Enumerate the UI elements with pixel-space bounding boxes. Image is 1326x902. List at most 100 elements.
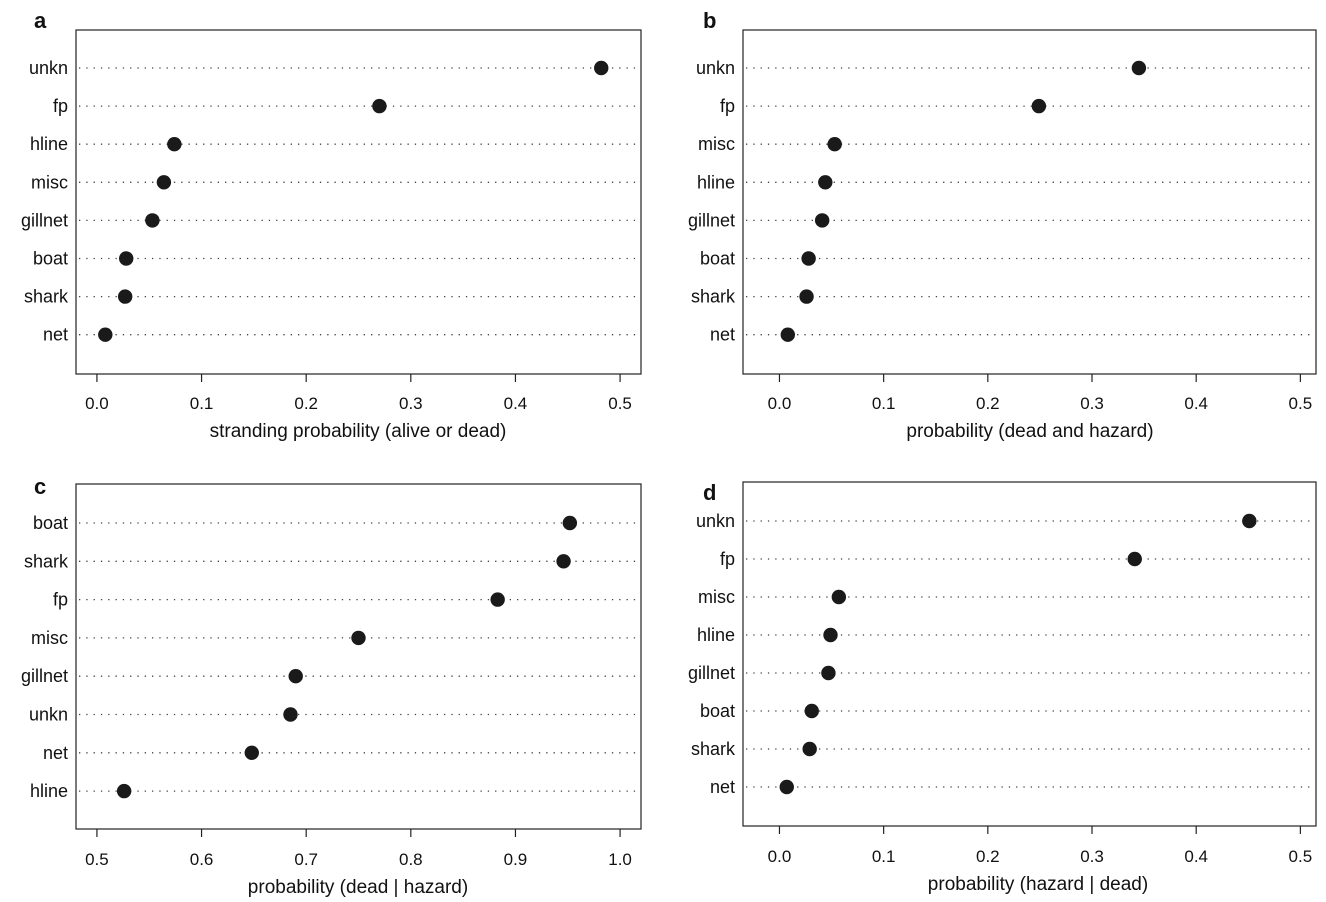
panel-letter-b: b — [703, 8, 716, 33]
category-label: shark — [24, 551, 69, 571]
data-point-hline — [116, 783, 132, 799]
plot-frame — [742, 29, 1317, 375]
x-tick-label: 0.4 — [1184, 847, 1208, 866]
panel-b: b unkn fp misc hline gillnet boat shark net 0.0… — [688, 8, 1317, 442]
category-label: unkn — [696, 58, 735, 78]
x-tick-label: 0.2 — [976, 394, 1000, 413]
category-label: misc — [698, 134, 735, 154]
category-labels: unkn fp hline misc gillnet boat shark net — [21, 58, 69, 345]
x-tick-label: 0.4 — [504, 394, 528, 413]
data-point-shark — [117, 289, 133, 304]
data-point-net — [98, 327, 113, 342]
category-label: net — [43, 743, 68, 763]
category-labels: boat shark fp misc gillnet unkn net hline — [21, 513, 69, 801]
gridlines — [79, 522, 638, 792]
x-tick-label: 0.5 — [1289, 847, 1313, 866]
x-axis-ticks: 0.5 0.6 0.7 0.8 0.9 1.0 — [85, 829, 632, 869]
x-tick-label: 0.5 — [1289, 394, 1313, 413]
category-label: hline — [697, 625, 735, 645]
category-label: unkn — [29, 58, 68, 78]
data-point-fp — [490, 592, 505, 607]
data-points — [98, 60, 609, 342]
category-label: misc — [31, 628, 68, 648]
category-label: net — [710, 325, 735, 345]
category-label: hline — [30, 781, 68, 801]
gridlines — [79, 67, 638, 336]
category-label: gillnet — [21, 210, 68, 230]
x-tick-label: 0.0 — [85, 394, 109, 413]
data-point-unkn — [1131, 60, 1147, 76]
x-tick-label: 0.6 — [190, 850, 214, 869]
data-point-shark — [799, 289, 814, 304]
category-label: boat — [700, 249, 735, 269]
x-tick-label: 0.5 — [608, 394, 632, 413]
data-point-net — [779, 779, 794, 795]
data-point-boat — [119, 251, 134, 266]
category-label: shark — [691, 739, 736, 759]
data-point-hline — [818, 175, 833, 190]
category-label: misc — [698, 587, 735, 607]
category-label: hline — [697, 172, 735, 192]
data-point-shark — [556, 554, 571, 569]
x-tick-label: 0.1 — [190, 394, 214, 413]
category-label: net — [43, 325, 68, 345]
panel-letter-d: d — [703, 480, 716, 505]
x-tick-label: 0.1 — [872, 847, 896, 866]
data-points — [779, 513, 1257, 795]
category-label: shark — [691, 287, 736, 307]
category-label: fp — [720, 96, 735, 116]
x-tick-label: 0.4 — [1184, 394, 1208, 413]
x-tick-label: 0.5 — [85, 850, 109, 869]
category-label: boat — [700, 701, 735, 721]
data-point-misc — [831, 589, 847, 605]
x-tick-label: 0.7 — [294, 850, 318, 869]
plot-frame — [75, 483, 642, 830]
x-axis-ticks: 0.0 0.1 0.2 0.3 0.4 0.5 — [85, 374, 632, 413]
category-label: boat — [33, 513, 68, 533]
gridlines — [746, 520, 1313, 788]
data-point-unkn — [283, 707, 298, 722]
x-axis-title: probability (dead and hazard) — [906, 421, 1153, 442]
x-tick-label: 0.3 — [1080, 394, 1104, 413]
x-tick-label: 0.2 — [294, 394, 318, 413]
x-tick-label: 0.3 — [399, 394, 423, 413]
x-tick-label: 1.0 — [608, 850, 632, 869]
category-labels: unkn fp misc hline gillnet boat shark net — [688, 58, 736, 345]
category-label: fp — [53, 96, 68, 116]
category-label: gillnet — [21, 666, 68, 686]
panel-letter-a: a — [34, 8, 47, 33]
category-labels: unkn fp misc hline gillnet boat shark net — [688, 511, 736, 797]
data-point-gillnet — [288, 669, 303, 684]
panel-letter-c: c — [34, 474, 46, 499]
category-label: shark — [24, 287, 69, 307]
category-label: misc — [31, 172, 68, 192]
data-point-hline — [167, 137, 182, 152]
category-label: fp — [720, 549, 735, 569]
data-point-fp — [372, 98, 387, 114]
data-point-gillnet — [821, 665, 836, 681]
x-tick-label: 0.3 — [1080, 847, 1104, 866]
data-point-unkn — [1242, 513, 1257, 529]
data-point-gillnet — [145, 213, 160, 228]
category-label: boat — [33, 249, 68, 269]
data-point-boat — [804, 703, 819, 719]
data-point-fp — [1127, 551, 1142, 567]
category-label: net — [710, 777, 735, 797]
category-label: hline — [30, 134, 68, 154]
x-tick-label: 0.2 — [976, 847, 1000, 866]
data-point-fp — [1031, 98, 1047, 114]
data-point-gillnet — [814, 213, 830, 228]
x-axis-title: stranding probability (alive or dead) — [210, 421, 507, 442]
data-point-net — [244, 745, 259, 760]
x-tick-label: 0.0 — [768, 847, 792, 866]
category-label: unkn — [696, 511, 735, 531]
x-tick-label: 0.1 — [872, 394, 896, 413]
x-axis-ticks: 0.0 0.1 0.2 0.3 0.4 0.5 — [768, 826, 1313, 866]
data-point-net — [780, 327, 795, 342]
data-point-misc — [351, 630, 366, 646]
gridlines — [746, 67, 1313, 336]
panel-c: c boat shark fp misc gillnet unkn net hline 0.5… — [21, 474, 642, 898]
data-point-boat — [801, 251, 816, 266]
x-axis-ticks: 0.0 0.1 0.2 0.3 0.4 0.5 — [768, 374, 1313, 413]
